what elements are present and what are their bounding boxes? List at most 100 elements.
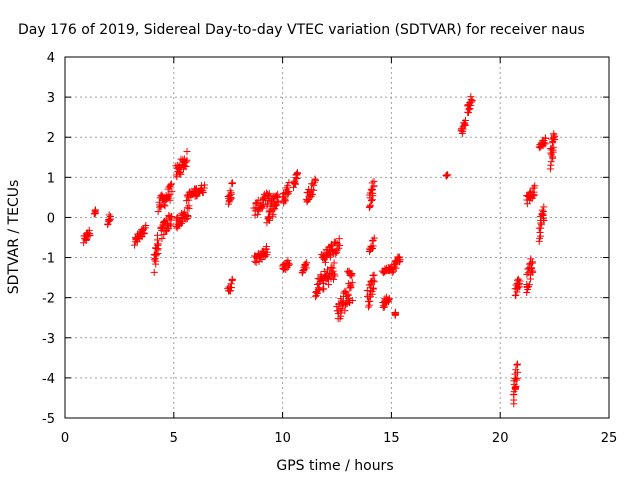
data-point	[283, 188, 291, 196]
data-point	[284, 182, 292, 190]
grid	[65, 57, 609, 418]
data-point	[140, 225, 148, 233]
y-tick-label: 2	[47, 131, 55, 146]
x-tick-label: 20	[492, 431, 509, 446]
y-tick-label: -4	[42, 372, 55, 387]
data-point	[514, 368, 522, 376]
data-point	[312, 176, 320, 184]
data-point	[549, 146, 557, 154]
data-point	[182, 163, 190, 171]
data-point	[284, 259, 292, 267]
data-point	[537, 232, 545, 240]
y-tick-label: -5	[42, 412, 55, 427]
data-point	[168, 213, 176, 221]
data-point	[330, 259, 338, 267]
data-point	[466, 105, 474, 113]
data-point	[167, 180, 175, 188]
data-point	[368, 179, 376, 187]
data-point	[337, 309, 345, 317]
data-point	[541, 134, 549, 142]
data-point	[333, 246, 341, 254]
data-point	[258, 204, 266, 212]
data-point	[286, 260, 294, 268]
data-point	[254, 210, 262, 218]
data-point	[348, 279, 356, 287]
data-point	[368, 186, 376, 194]
data-point	[308, 190, 316, 198]
data-point	[365, 301, 373, 309]
y-tick-label: -3	[42, 332, 55, 347]
data-point	[275, 198, 283, 206]
data-point	[366, 297, 374, 305]
data-point	[369, 242, 377, 250]
data-point	[183, 148, 191, 156]
data-point	[511, 384, 519, 392]
data-point	[540, 139, 548, 147]
data-point	[370, 234, 378, 242]
data-point	[161, 202, 169, 210]
data-point	[183, 156, 191, 164]
data-point	[252, 259, 260, 267]
data-point	[347, 284, 355, 292]
data-point	[140, 230, 148, 238]
data-point	[150, 268, 158, 276]
data-point	[158, 234, 166, 242]
data-point	[293, 169, 301, 177]
data-point	[106, 212, 114, 220]
data-point	[92, 206, 100, 214]
plot-frame	[64, 56, 610, 419]
data-point	[312, 288, 320, 296]
data-point	[512, 291, 520, 299]
data-point	[168, 187, 176, 195]
data-point	[461, 116, 469, 124]
data-point	[184, 212, 192, 220]
data-point	[467, 102, 475, 110]
data-point	[158, 224, 166, 232]
data-point	[264, 190, 272, 198]
data-point	[513, 288, 521, 296]
x-tick-label: 25	[601, 431, 618, 446]
data-point	[385, 294, 393, 302]
y-tick-label: 4	[47, 51, 55, 66]
data-point	[165, 225, 173, 233]
data-point	[321, 258, 329, 266]
data-point	[368, 196, 376, 204]
data-point	[152, 257, 160, 265]
data-point	[527, 255, 535, 263]
data-point	[284, 190, 292, 198]
data-point	[273, 197, 281, 205]
data-point	[369, 276, 377, 284]
x-axis-label: GPS time / hours	[276, 458, 393, 474]
data-point	[281, 195, 289, 203]
data-points	[80, 93, 559, 408]
data-point	[325, 281, 333, 289]
data-point	[388, 269, 396, 277]
data-point	[173, 173, 181, 181]
data-point	[370, 278, 378, 286]
data-point	[86, 230, 94, 238]
data-point	[341, 287, 349, 295]
data-point	[525, 281, 533, 289]
data-point	[310, 186, 318, 194]
data-point	[513, 374, 521, 382]
data-point	[160, 201, 168, 209]
data-point	[167, 181, 175, 189]
x-tick-label: 0	[61, 431, 69, 446]
data-point	[331, 272, 339, 280]
data-point	[540, 216, 548, 224]
data-point	[368, 290, 376, 298]
axis-ticks: 0 5 10 15 20 25 -5 -4 -3 -2 -1 0 1 2 3 4	[42, 51, 617, 446]
data-point	[528, 258, 536, 266]
data-point	[344, 290, 352, 298]
data-point	[154, 245, 162, 253]
data-point	[444, 171, 452, 179]
x-tick-label: 10	[274, 431, 291, 446]
data-point	[142, 221, 150, 229]
data-point	[167, 220, 175, 228]
data-point	[513, 361, 521, 369]
data-point	[336, 241, 344, 249]
data-point	[547, 158, 555, 166]
data-point	[91, 207, 99, 215]
data-point	[160, 231, 168, 239]
data-point	[335, 235, 343, 243]
